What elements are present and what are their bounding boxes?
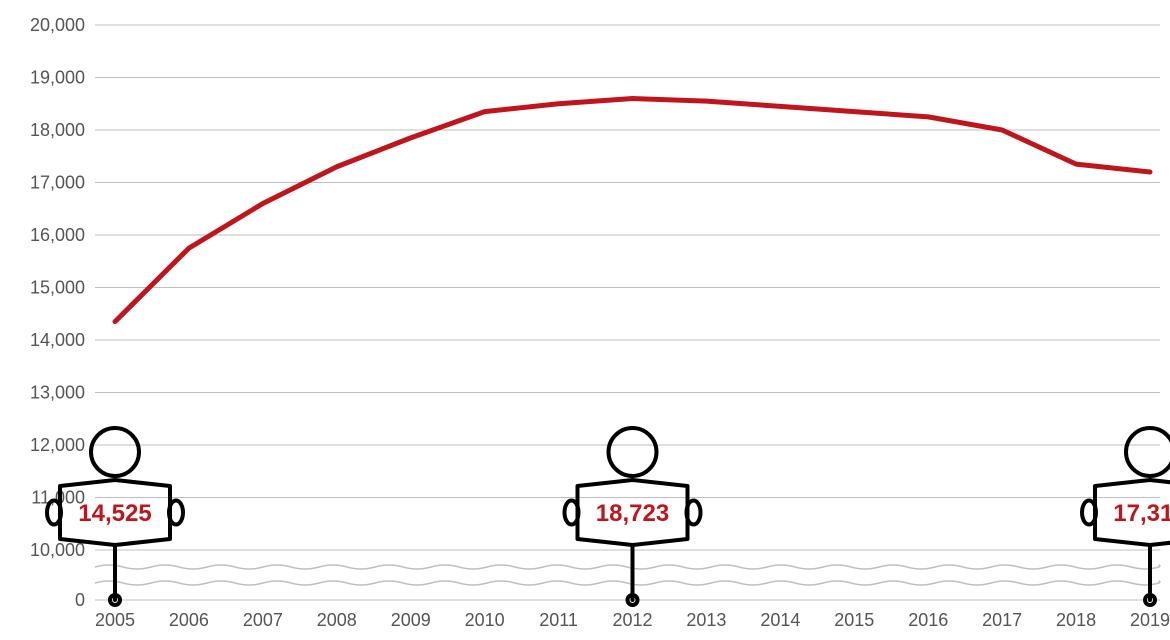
y-tick-label: 19,000	[30, 68, 85, 88]
x-tick-label: 2006	[169, 610, 209, 630]
axis-break-wave	[95, 565, 1160, 569]
x-tick-label: 2010	[465, 610, 505, 630]
callout-value: 17,313	[1113, 500, 1170, 527]
x-tick-label: 2009	[391, 610, 431, 630]
x-tick-label: 2011	[539, 610, 578, 630]
y-tick-label: 0	[75, 590, 85, 610]
x-tick-label: 2016	[908, 610, 948, 630]
x-tick-label: 2008	[317, 610, 357, 630]
y-tick-label: 13,000	[30, 383, 85, 403]
x-tick-label: 2015	[834, 610, 874, 630]
line-chart: 010,00011,00012,00013,00014,00015,00016,…	[0, 0, 1170, 640]
x-tick-label: 2017	[982, 610, 1022, 630]
y-tick-label: 18,000	[30, 120, 85, 140]
callout-value: 14,525	[78, 500, 151, 527]
y-tick-label: 16,000	[30, 225, 85, 245]
y-tick-label: 17,000	[30, 173, 85, 193]
chart-svg: 010,00011,00012,00013,00014,00015,00016,…	[0, 0, 1170, 640]
axis-break-wave	[95, 581, 1160, 585]
y-tick-label: 10,000	[30, 540, 85, 560]
x-tick-label: 2018	[1056, 610, 1096, 630]
callout-value: 18,723	[596, 500, 669, 527]
x-tick-label: 2019	[1130, 610, 1170, 630]
x-tick-label: 2007	[243, 610, 283, 630]
x-tick-label: 2005	[95, 610, 135, 630]
y-tick-label: 12,000	[30, 435, 85, 455]
x-tick-label: 2014	[760, 610, 800, 630]
y-tick-label: 15,000	[30, 278, 85, 298]
y-tick-label: 20,000	[30, 15, 85, 35]
x-tick-label: 2013	[686, 610, 726, 630]
series-line	[115, 99, 1150, 322]
y-tick-label: 14,000	[30, 330, 85, 350]
x-tick-label: 2012	[612, 610, 652, 630]
